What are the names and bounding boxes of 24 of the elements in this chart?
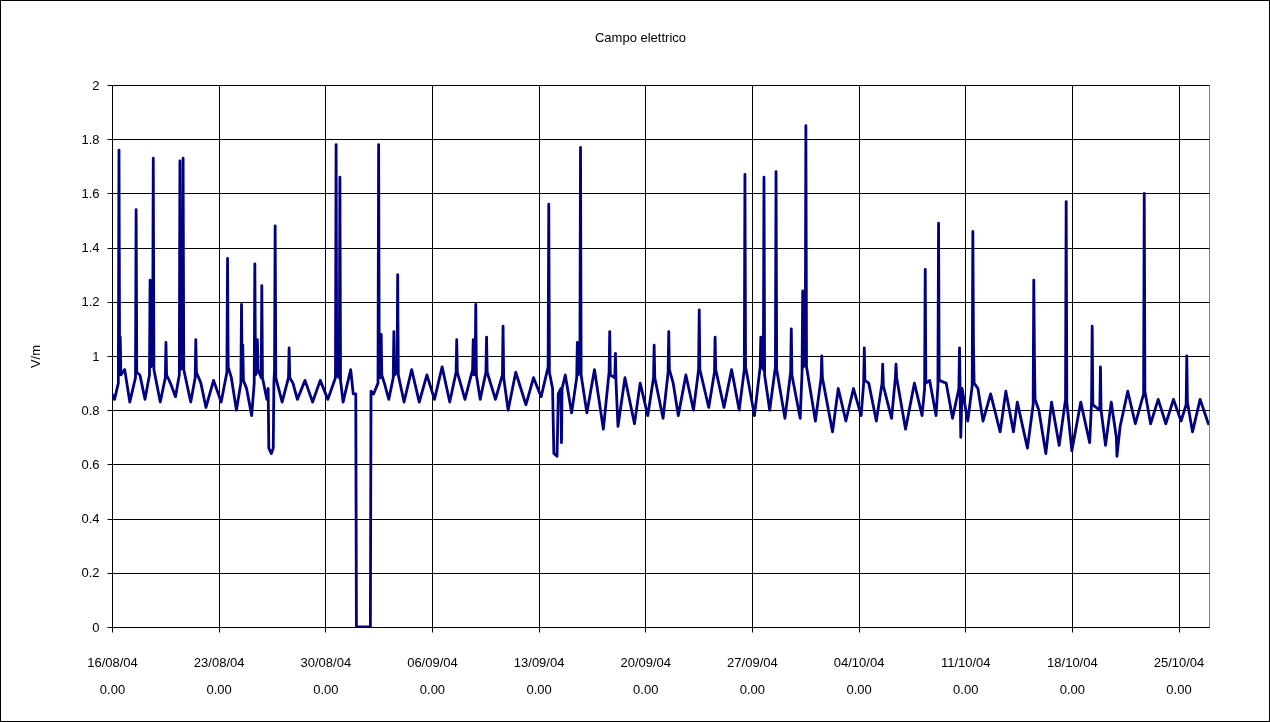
x-tick-label: 27/09/04 0.00: [727, 654, 778, 697]
x-tick-label: 25/10/04 0.00: [1153, 654, 1205, 697]
y-tick-label: 0.2: [81, 565, 100, 581]
x-tick-label: 20/09/04 0.00: [620, 654, 672, 697]
x-tick-label: 30/08/04 0.00: [300, 654, 352, 697]
y-tick-label: 1.6: [81, 185, 100, 201]
x-tick-label: 13/09/04 0.00: [513, 654, 565, 697]
y-tick-label: 1.4: [81, 240, 100, 256]
y-tick-label: 0.8: [81, 402, 100, 418]
x-tick-label: 23/08/04 0.00: [193, 654, 245, 697]
y-tick-label: 2: [92, 77, 100, 93]
y-tick-label: 1.8: [81, 131, 100, 147]
y-tick-label: 0.6: [81, 456, 100, 472]
y-tick-label: 0: [92, 619, 100, 635]
y-axis-title: V/m: [27, 344, 43, 369]
chart-title: Campo elettrico: [594, 30, 687, 45]
x-tick-label: 18/10/04 0.00: [1047, 654, 1098, 697]
y-tick-label: 1.2: [81, 294, 100, 310]
y-tick-label: 0.4: [81, 511, 100, 527]
x-tick-label: 06/09/04 0.00: [407, 654, 458, 697]
x-tick-label: 04/10/04 0.00: [833, 654, 885, 697]
y-tick-label: 1: [92, 348, 100, 364]
x-tick-label: 11/10/04 0.00: [940, 654, 991, 697]
x-tick-label: 16/08/04 0.00: [87, 654, 138, 697]
